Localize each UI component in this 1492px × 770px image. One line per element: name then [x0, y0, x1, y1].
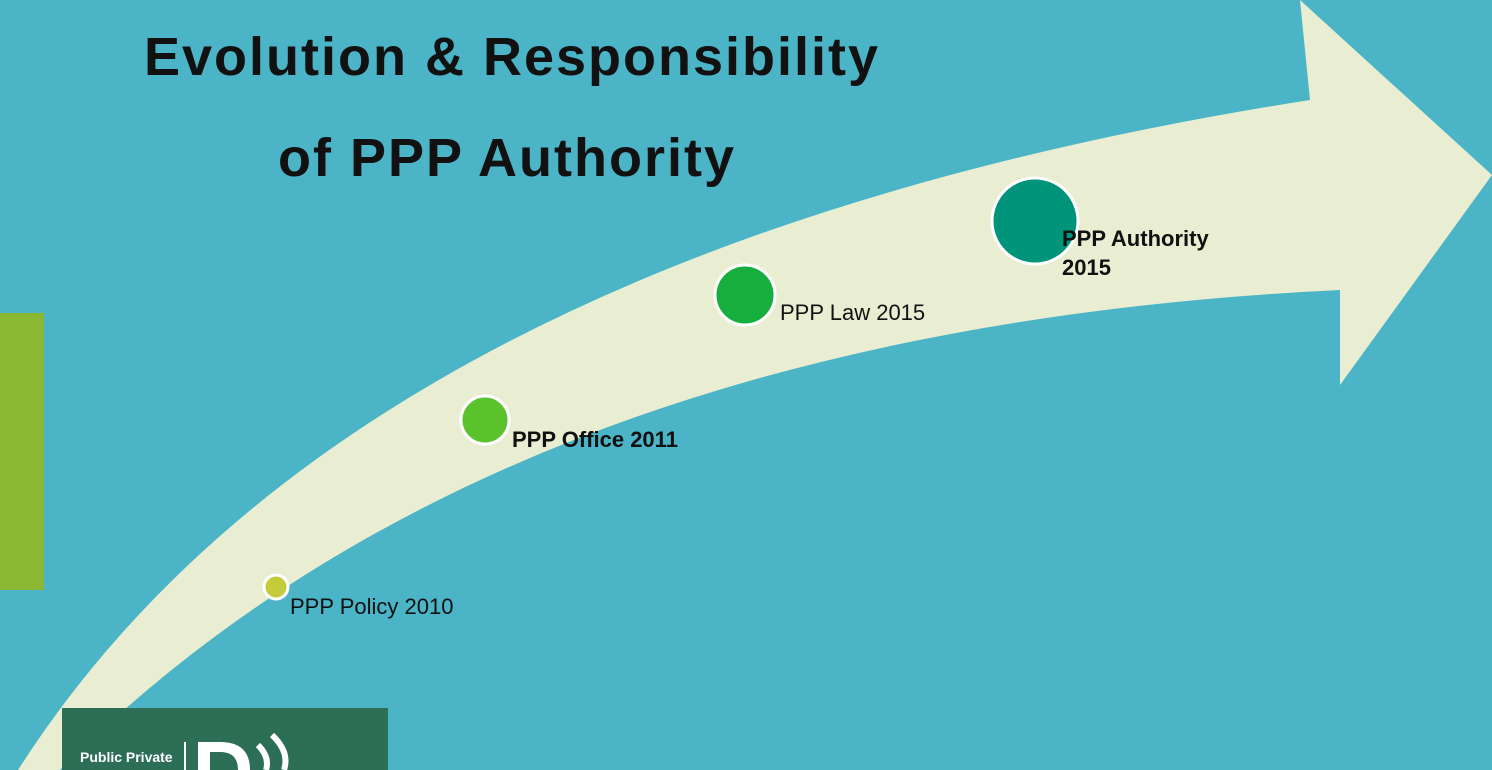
logo-wave — [255, 742, 270, 770]
logo-wave — [269, 732, 289, 770]
milestone-dot — [459, 394, 511, 446]
milestone-label: PPP Law 2015 — [780, 300, 925, 325]
milestone-dot — [262, 573, 290, 601]
milestone-label: PPP Policy 2010 — [290, 594, 453, 619]
logo-text: Public Private — [80, 749, 173, 765]
milestone-label: PPP Office 2011 — [512, 427, 678, 452]
logo — [62, 708, 388, 770]
milestone-label-box: PPP Authority 2015 — [1062, 226, 1209, 280]
milestone-dot — [990, 176, 1080, 266]
logo-mark — [198, 742, 250, 770]
milestone-dot — [713, 263, 777, 327]
title-line: Evolution & Responsibility — [144, 27, 880, 87]
growth-arrow — [18, 0, 1492, 770]
milestone-label: PPP Authority 2015 — [1062, 226, 1209, 280]
title-line: of PPP Authority — [278, 128, 736, 188]
accent-bar — [0, 313, 44, 590]
